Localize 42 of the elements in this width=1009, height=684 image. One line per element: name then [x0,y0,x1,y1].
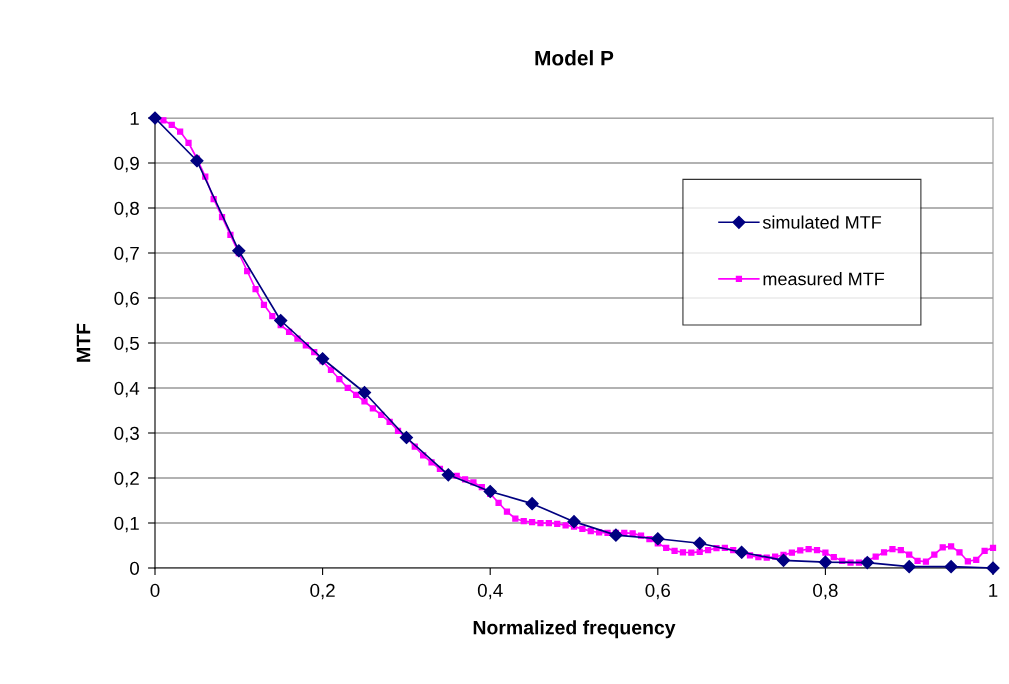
point [609,528,623,542]
point [818,555,832,569]
point [441,468,455,482]
point [567,515,581,529]
point [483,484,497,499]
y-tick-label: 0,8 [114,201,139,218]
y-tick-label: 0,4 [114,381,140,398]
y-tick-label: 0,5 [114,336,139,353]
point [399,430,413,445]
y-tick-label: 0,7 [114,246,139,263]
point [190,154,204,168]
x-tick-label: 0,6 [645,583,671,600]
y-tick-label: 1 [130,111,139,125]
chart-title: Model P [535,50,614,66]
point [860,556,874,570]
y-tick-label: 0 [130,561,139,575]
point [776,553,791,567]
point [986,561,1000,575]
x-tick-label: 0,8 [813,583,838,600]
x-tick-label: 0,2 [310,583,335,600]
point [357,385,372,400]
point [902,560,916,574]
x-axis-title: Normalized frequency [473,620,676,639]
point [944,560,958,574]
point [651,532,665,546]
legend-label: simulated MTF [762,215,882,229]
y-tick-label: 0,9 [114,156,139,173]
y-tick-label: 0,6 [114,291,139,308]
y-tick-label: 0,3 [114,426,139,443]
point [274,313,288,328]
x-tick-label: 0 [150,583,160,598]
point [735,545,749,559]
point [525,497,539,511]
legend-label: measured MTF [763,272,885,286]
y-axis-title: MTF [76,323,91,362]
x-tick-label: 1 [989,583,998,597]
x-tick-label: 0,4 [477,583,503,600]
point [232,244,246,258]
y-tick-label: 0,1 [114,516,139,533]
point [693,536,707,550]
point [316,352,330,366]
y-tick-label: 0,2 [114,471,139,488]
